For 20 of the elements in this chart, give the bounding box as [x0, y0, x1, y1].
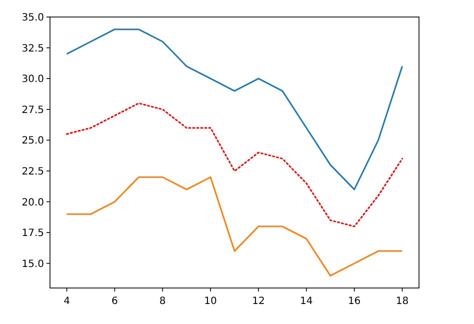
x-tick-label: 14 [300, 296, 313, 307]
line-series [66, 28, 403, 190]
x-tick-label: 18 [396, 296, 409, 307]
x-tick-label: 4 [64, 296, 70, 307]
line-series [66, 102, 403, 228]
y-tick-label: 22.5 [22, 166, 44, 178]
y-tick-label: 30.0 [22, 74, 44, 86]
line-series [66, 176, 403, 276]
x-tick-label: 16 [348, 296, 361, 307]
y-tick-label: 20.0 [22, 197, 44, 208]
x-tick-label: 6 [112, 296, 118, 307]
y-tick-label: 27.5 [22, 104, 44, 116]
y-tick-label: 32.5 [22, 43, 44, 54]
y-tick-label: 17.5 [22, 228, 44, 240]
y-tick-label: 15.0 [22, 258, 44, 270]
x-tick-label: 8 [159, 296, 166, 307]
x-tick-label: 12 [252, 296, 265, 307]
x-tick-label: 10 [204, 296, 217, 307]
y-tick-label: 35.0 [22, 12, 44, 24]
y-tick-label: 25.0 [22, 136, 44, 147]
